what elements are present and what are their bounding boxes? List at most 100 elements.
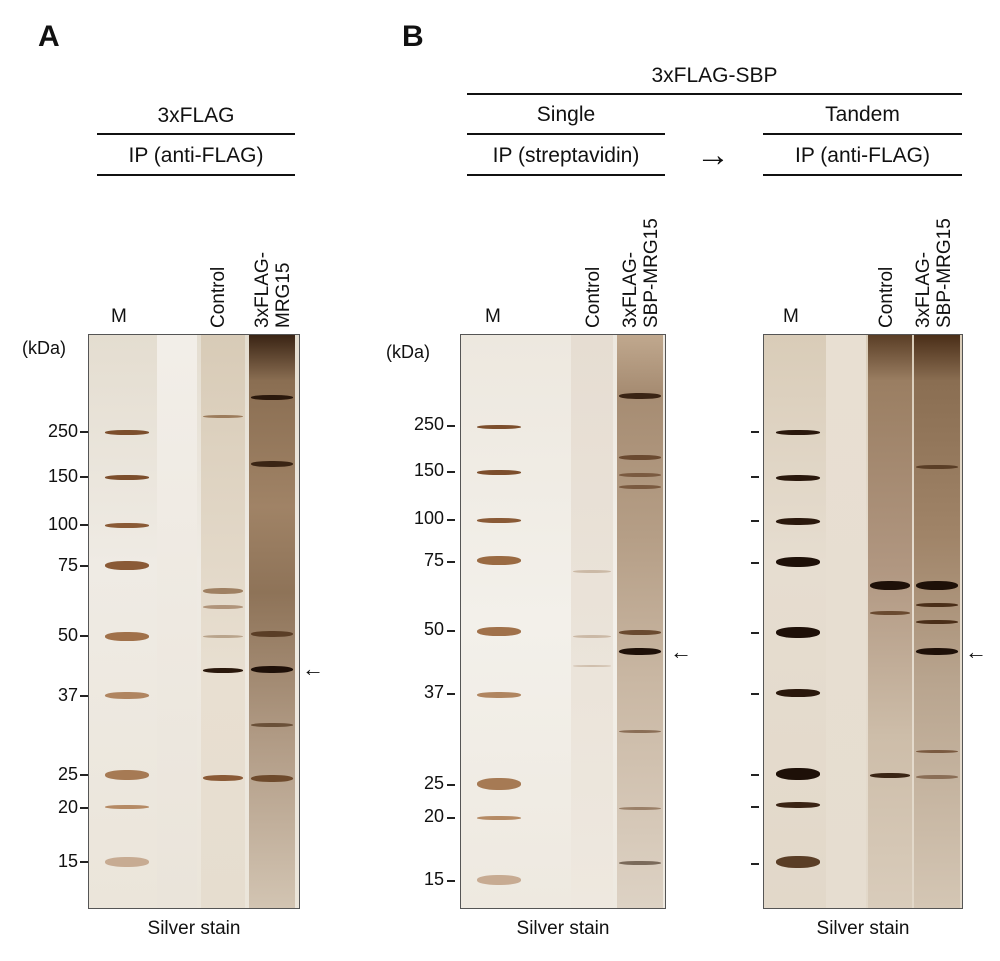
- panel-b-tandem-sample-line2: SBP-MRG15: [934, 218, 955, 328]
- gel-band: [476, 778, 522, 790]
- mw-label: 250: [47, 421, 78, 441]
- panel-b-tandem-title: Tandem: [825, 103, 900, 126]
- mw-tick: [80, 861, 88, 863]
- panel-a-label: A: [38, 20, 60, 53]
- panel-a-ip: IP (anti-FLAG): [128, 144, 264, 167]
- panel-b-single-control-text: Control: [583, 266, 604, 328]
- mw-tick: [447, 880, 455, 882]
- panel-b-tandem-control-text: Control: [876, 266, 897, 328]
- mw-tick: [751, 806, 759, 808]
- panel-b-tandem-band-arrow: ←: [965, 639, 987, 664]
- gel-band: [250, 395, 294, 400]
- mw-label: 150: [47, 466, 78, 486]
- panel-b-tandem-ip: IP (anti-FLAG): [795, 144, 930, 167]
- panel-b-construct: 3xFLAG-SBP: [651, 64, 778, 87]
- mw-tick: [80, 431, 88, 433]
- panel-b-single-sample-line2: SBP-MRG15: [641, 218, 662, 328]
- panel-b-tandem-sample-label: 3xFLAG- SBP-MRG15: [913, 218, 955, 328]
- panel-b-tandem-control-label: Control: [876, 267, 897, 328]
- gel-band: [476, 875, 522, 885]
- panel-b-single-stain: Silver stain: [516, 918, 610, 939]
- panel-b-tandem-rule: [763, 133, 962, 135]
- mw-label: 37: [423, 682, 444, 702]
- gel-band: [476, 816, 522, 820]
- mw-label: 100: [413, 508, 444, 528]
- mw-tick: [447, 471, 455, 473]
- gel-lane-empty: [826, 335, 866, 908]
- gel-lane-marker: [774, 335, 822, 908]
- gel-band: [869, 773, 911, 778]
- panel-a-construct-rule: [97, 133, 295, 135]
- gel-band: [618, 630, 662, 635]
- panel-a-sample-label: 3xFLAG- MRG15: [252, 252, 294, 328]
- gel-band: [202, 415, 244, 418]
- mw-tick: [751, 562, 759, 564]
- mw-label: 25: [57, 764, 78, 784]
- gel-band: [775, 627, 821, 638]
- mw-tick: [751, 632, 759, 634]
- gel-band: [250, 461, 294, 467]
- mw-tick: [80, 565, 88, 567]
- gel-band: [869, 611, 911, 615]
- gel-band: [202, 605, 244, 609]
- gel-band: [618, 730, 662, 733]
- gel-lane-control: [868, 335, 912, 908]
- panel-b-tandem-marker-label: M: [783, 306, 799, 327]
- gel-band: [775, 557, 821, 567]
- mw-label: 150: [413, 460, 444, 480]
- gel-band: [104, 430, 150, 435]
- panel-b-single-ip-rule: [467, 174, 665, 176]
- gel-band: [250, 723, 294, 727]
- mw-tick: [80, 807, 88, 809]
- mw-tick: [447, 519, 455, 521]
- panel-b-construct-rule: [467, 93, 962, 95]
- mw-label: 37: [57, 685, 78, 705]
- mw-label: 50: [57, 625, 78, 645]
- gel-band: [476, 627, 522, 636]
- gel-band: [775, 802, 821, 808]
- panel-b-single-ip: IP (streptavidin): [492, 144, 640, 167]
- mw-label: 20: [57, 797, 78, 817]
- gel-band: [618, 485, 662, 489]
- panel-b-tandem-ip-rule: [763, 174, 962, 176]
- panel-a-gel: [88, 334, 300, 909]
- gel-band: [104, 805, 150, 809]
- panel-b-tandem-gel: [763, 334, 963, 909]
- gel-band: [104, 632, 150, 641]
- mw-tick: [447, 784, 455, 786]
- panel-a-kda-unit: (kDa): [22, 338, 66, 358]
- gel-band: [775, 518, 821, 525]
- mw-label: 75: [423, 550, 444, 570]
- mw-tick: [751, 774, 759, 776]
- gel-band: [476, 470, 522, 475]
- gel-band: [104, 561, 150, 570]
- gel-band: [915, 581, 959, 590]
- gel-band: [104, 770, 150, 780]
- gel-band: [915, 620, 959, 624]
- panel-a-control-label: Control: [208, 267, 229, 328]
- gel-band: [572, 665, 612, 667]
- panel-b-single-sample-line1: 3xFLAG-: [620, 251, 641, 328]
- mw-label: 25: [423, 773, 444, 793]
- gel-band: [618, 393, 662, 399]
- mw-tick: [447, 630, 455, 632]
- gel-lane-sample: [617, 335, 663, 908]
- gel-lane-sample: [914, 335, 960, 908]
- gel-band: [618, 807, 662, 810]
- panel-a-marker-label: M: [111, 306, 127, 327]
- gel-band: [869, 581, 911, 590]
- mw-label: 250: [413, 414, 444, 434]
- mw-label: 75: [57, 555, 78, 575]
- panel-a-sample-line1: 3xFLAG-: [252, 251, 273, 328]
- mw-tick: [80, 695, 88, 697]
- gel-band: [618, 455, 662, 460]
- gel-band: [775, 475, 821, 481]
- gel-band: [250, 666, 294, 673]
- mw-tick: [80, 524, 88, 526]
- mw-tick: [80, 635, 88, 637]
- gel-band: [915, 750, 959, 753]
- gel-band: [618, 648, 662, 655]
- gel-band: [104, 857, 150, 867]
- gel-lane-empty: [527, 335, 567, 908]
- gel-band: [775, 689, 821, 697]
